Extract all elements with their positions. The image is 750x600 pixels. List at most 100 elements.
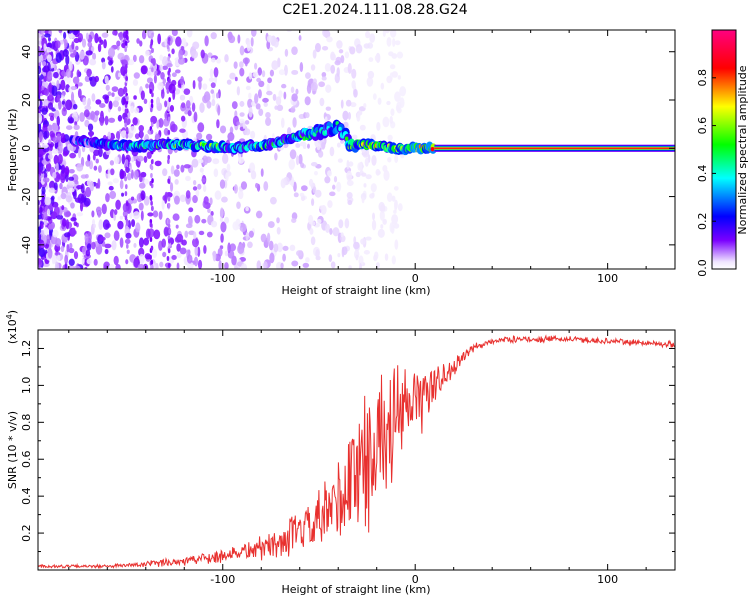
noise-blob — [229, 126, 234, 135]
noise-blob — [109, 160, 115, 166]
noise-blob — [211, 98, 216, 107]
noise-blob — [347, 62, 352, 74]
noise-blob — [174, 179, 179, 185]
x-tick-label: 100 — [597, 272, 618, 285]
noise-blob — [276, 226, 281, 235]
noise-blob — [197, 122, 205, 133]
noise-blob — [382, 218, 387, 225]
noise-blob — [185, 190, 191, 199]
colorbar-tick-label: 0.2 — [696, 212, 709, 230]
noise-blob — [70, 217, 77, 222]
noise-blob — [63, 31, 67, 39]
noise-blob — [178, 49, 183, 60]
noise-blob — [312, 49, 317, 59]
noise-blob — [144, 253, 151, 260]
noise-blob — [197, 76, 203, 83]
noise-blob — [206, 231, 213, 238]
noise-blob — [150, 115, 158, 125]
noise-streak — [125, 133, 129, 139]
noise-streak — [150, 122, 154, 128]
noise-blob — [119, 170, 127, 179]
noise-blob — [269, 69, 275, 77]
noise-blob — [136, 155, 144, 162]
noise-blob — [44, 33, 51, 38]
snr-y-ticks: 0.2 0.4 0.6 0.8 1.0 1.2 — [20, 329, 675, 553]
noise-blob — [222, 153, 229, 165]
noise-blob — [390, 30, 397, 38]
noise-streak — [167, 116, 171, 122]
noise-blob — [61, 164, 66, 174]
noise-streak — [167, 178, 170, 184]
noise-blob — [161, 56, 168, 67]
noise-blob — [43, 227, 49, 236]
noise-blob — [51, 122, 59, 133]
noise-blob — [355, 171, 361, 178]
noise-blob — [95, 158, 99, 164]
noise-blob — [210, 89, 215, 94]
noise-blob — [272, 93, 277, 101]
noise-blob — [237, 244, 245, 255]
noise-blob — [333, 176, 338, 183]
noise-blob — [221, 196, 228, 203]
noise-blob — [133, 72, 140, 79]
noise-blob — [73, 251, 79, 260]
noise-blob — [341, 246, 345, 258]
noise-blob — [201, 218, 207, 224]
noise-blob — [207, 208, 211, 214]
snr-panel: -100 0 100 0.2 0.4 0.6 0.8 1.0 1.2 Height of st… — [5, 310, 676, 596]
noise-blob — [139, 174, 143, 183]
noise-blob — [377, 228, 385, 238]
spectrogram-panel: -100 0 100 -40 -20 0 20 40 Height of straight … — [6, 29, 676, 297]
noise-blob — [218, 260, 222, 269]
noise-blob — [107, 181, 113, 186]
noise-blob — [257, 67, 262, 76]
noise-blob — [70, 202, 75, 209]
noise-blob — [202, 184, 207, 193]
noise-blob — [48, 187, 56, 193]
noise-blob — [382, 116, 390, 128]
noise-blob — [380, 224, 384, 229]
noise-streak — [151, 178, 154, 184]
noise-blob — [156, 96, 161, 107]
noise-blob — [258, 80, 265, 88]
noise-blob — [140, 90, 145, 101]
noise-blob — [65, 219, 70, 230]
noise-blob — [130, 196, 135, 201]
noise-blob — [53, 182, 58, 191]
noise-blob — [365, 31, 371, 39]
noise-blob — [70, 85, 78, 91]
noise-streak — [125, 127, 129, 133]
noise-blob — [212, 158, 220, 165]
noise-blob — [231, 101, 238, 110]
noise-blob — [176, 164, 180, 170]
noise-blob — [224, 262, 229, 269]
colorbar-tick-label: 0.0 — [696, 259, 709, 277]
noise-streak — [150, 264, 153, 269]
noise-blob — [65, 211, 72, 217]
noise-blob — [295, 155, 300, 166]
noise-blob — [91, 241, 96, 250]
noise-blob — [263, 102, 268, 107]
noise-blob — [327, 170, 333, 177]
noise-blob — [291, 69, 299, 75]
noise-blob — [89, 58, 97, 66]
noise-blob — [138, 182, 146, 189]
noise-blob — [263, 181, 269, 191]
noise-blob — [57, 153, 63, 165]
noise-blob — [46, 208, 51, 217]
noise-blob — [293, 192, 299, 198]
x-tick-label: 0 — [412, 272, 419, 285]
noise-blob — [48, 82, 53, 94]
noise-blob — [233, 184, 238, 194]
colorbar-tick-label: 0.6 — [696, 117, 709, 135]
noise-blob — [38, 226, 42, 235]
noise-blob — [65, 99, 73, 111]
noise-blob — [295, 143, 301, 148]
noise-blob — [396, 51, 404, 59]
y-tick-label: -40 — [20, 236, 33, 254]
noise-blob — [42, 220, 48, 226]
noise-blob — [329, 146, 335, 157]
noise-blob — [124, 238, 131, 245]
noise-blob — [394, 154, 399, 164]
noise-blob — [102, 219, 110, 230]
